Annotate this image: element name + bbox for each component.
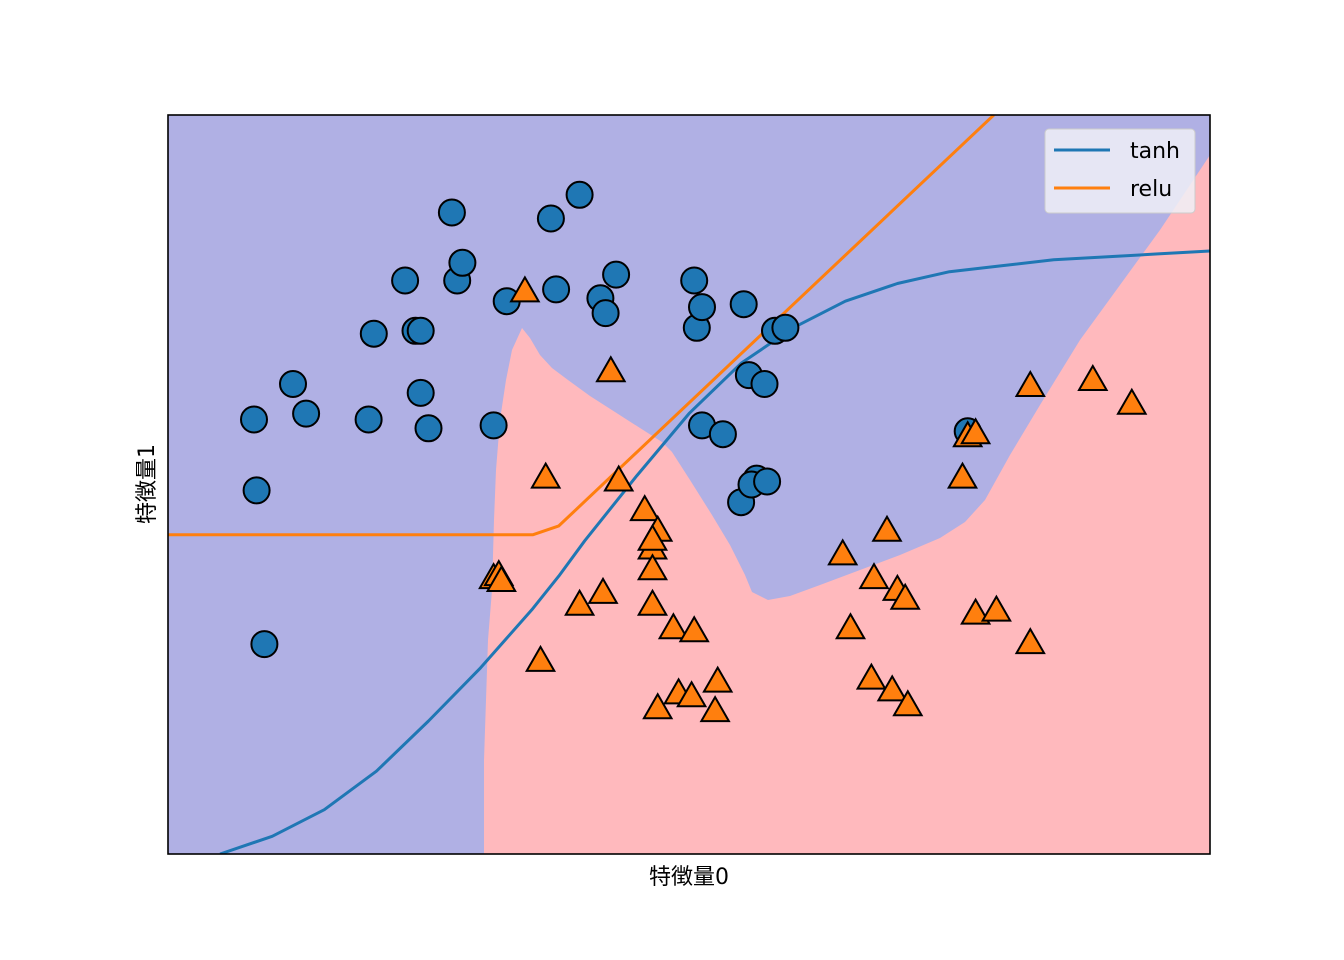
markers-layer — [240, 180, 1148, 723]
class1-point — [485, 564, 517, 592]
class0-point — [479, 411, 508, 440]
class0-point — [359, 319, 388, 348]
class1-point — [530, 461, 562, 489]
class1-point — [676, 680, 708, 708]
class1-point — [889, 582, 921, 610]
class1-point — [876, 674, 908, 702]
class0-point — [292, 399, 321, 428]
class1-point — [642, 692, 674, 720]
class1-point — [1116, 387, 1148, 415]
class1-point — [855, 662, 887, 690]
class1-point — [858, 562, 890, 590]
class1-point — [1077, 363, 1109, 391]
class1-point — [702, 665, 734, 693]
class1-point — [678, 615, 710, 643]
class0-point — [602, 260, 631, 289]
class1-point — [980, 594, 1012, 622]
class0-point — [591, 299, 620, 328]
class1-point — [827, 538, 859, 566]
class1-point — [629, 494, 661, 522]
class1-point — [509, 275, 541, 303]
class1-point — [1014, 627, 1046, 655]
class0-point — [729, 290, 758, 319]
x-axis-label: 特徴量0 — [649, 865, 729, 890]
class1-point — [699, 695, 731, 723]
class1-point — [564, 588, 596, 616]
class0-point — [708, 420, 737, 449]
class0-point — [448, 248, 477, 277]
class0-point — [354, 405, 383, 434]
class0-point — [414, 414, 443, 443]
class0-point — [536, 204, 565, 233]
class1-point — [524, 644, 557, 672]
legend: tanh relu — [1044, 128, 1196, 214]
class1-point — [1014, 369, 1046, 397]
class1-point — [657, 612, 689, 640]
legend-label-tanh: tanh — [1130, 139, 1180, 164]
plot-frame — [167, 114, 1211, 855]
class0-point — [391, 266, 420, 295]
class1-decision-region — [484, 155, 1210, 854]
class1-point — [892, 689, 924, 717]
class1-point — [834, 612, 867, 640]
class0-point — [240, 405, 268, 434]
class1-point — [636, 588, 669, 616]
legend-label-relu: relu — [1130, 177, 1172, 202]
class1-point — [636, 523, 669, 551]
y-axis-label: 特徴量1 — [135, 444, 160, 524]
class1-point — [946, 461, 979, 489]
class0-point — [565, 180, 594, 209]
class0-point — [771, 313, 800, 342]
class1-point — [636, 553, 669, 581]
class0-point — [680, 266, 709, 295]
class0-point — [242, 476, 271, 505]
plot-area — [168, 115, 1210, 854]
class1-point — [960, 597, 992, 625]
class0-point — [279, 370, 307, 398]
class0-point — [750, 370, 779, 398]
class0-point — [688, 293, 716, 322]
class1-point — [871, 514, 903, 542]
class0-point — [542, 275, 571, 304]
class0-point — [753, 467, 782, 496]
class0-point — [437, 198, 466, 227]
tanh-line — [219, 249, 1210, 854]
class0-point — [406, 378, 435, 407]
class1-point — [587, 576, 619, 604]
class0-point — [406, 316, 435, 345]
class0-point — [250, 630, 279, 659]
class1-point — [595, 355, 627, 383]
class1-point — [960, 417, 992, 445]
class1-point — [603, 464, 635, 492]
